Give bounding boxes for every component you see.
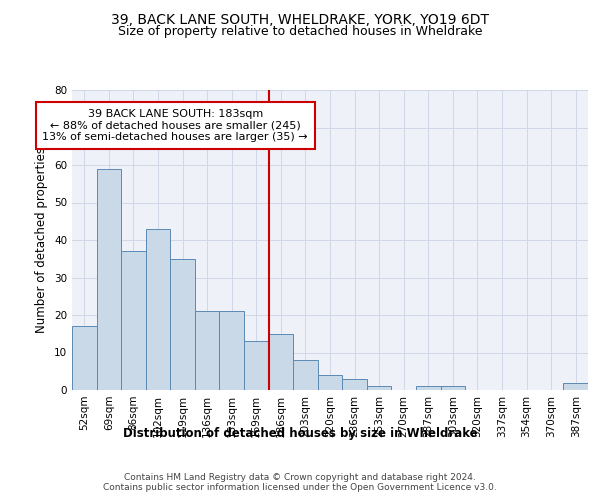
Bar xyxy=(269,334,293,390)
Text: Contains HM Land Registry data © Crown copyright and database right 2024.
Contai: Contains HM Land Registry data © Crown c… xyxy=(103,472,497,492)
Bar xyxy=(121,251,146,390)
Y-axis label: Number of detached properties: Number of detached properties xyxy=(35,147,49,333)
Bar xyxy=(170,259,195,390)
Bar xyxy=(563,382,588,390)
Bar xyxy=(416,386,440,390)
Bar xyxy=(293,360,318,390)
Text: 39, BACK LANE SOUTH, WHELDRAKE, YORK, YO19 6DT: 39, BACK LANE SOUTH, WHELDRAKE, YORK, YO… xyxy=(111,12,489,26)
Bar xyxy=(244,341,269,390)
Bar xyxy=(97,169,121,390)
Bar xyxy=(72,326,97,390)
Bar xyxy=(146,229,170,390)
Bar xyxy=(440,386,465,390)
Text: Distribution of detached houses by size in Wheldrake: Distribution of detached houses by size … xyxy=(122,428,478,440)
Bar xyxy=(342,379,367,390)
Text: Size of property relative to detached houses in Wheldrake: Size of property relative to detached ho… xyxy=(118,25,482,38)
Bar xyxy=(367,386,391,390)
Bar xyxy=(195,311,220,390)
Bar xyxy=(220,311,244,390)
Text: 39 BACK LANE SOUTH: 183sqm
← 88% of detached houses are smaller (245)
13% of sem: 39 BACK LANE SOUTH: 183sqm ← 88% of deta… xyxy=(43,109,308,142)
Bar xyxy=(318,375,342,390)
